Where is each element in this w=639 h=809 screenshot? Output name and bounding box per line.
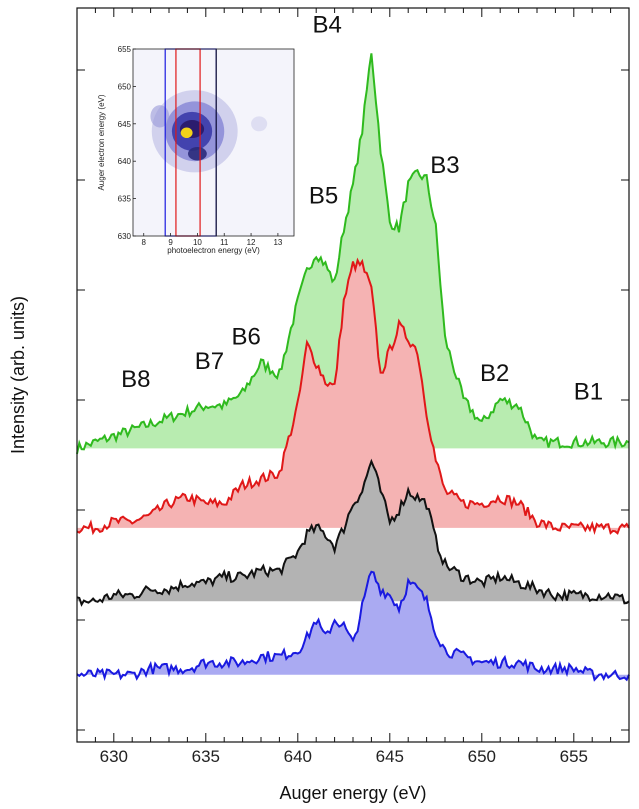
inset-x-tick-label: 10	[193, 238, 202, 247]
heatmap-blob	[251, 116, 268, 132]
series-1-area	[77, 53, 629, 454]
peak-label: B2	[480, 360, 509, 387]
peak-label: B6	[232, 323, 261, 350]
inset-heatmap: 8 9 10 11 12 13 630 635 640 645 650 655 photoelectro…	[97, 45, 295, 255]
inset-x-tick-label: 9	[168, 238, 173, 247]
inset-y-tick-label: 640	[118, 157, 132, 166]
inset-y-tick-label: 635	[118, 195, 132, 204]
x-tick-label: 645	[376, 747, 404, 766]
x-tick-label: 655	[560, 747, 588, 766]
x-tick-label: 630	[100, 747, 128, 766]
series-1-line	[76, 53, 630, 455]
peak-label: B1	[574, 378, 603, 405]
peak-label: B5	[309, 183, 338, 210]
series-3-area	[77, 461, 629, 605]
inset-y-tick-label: 630	[118, 232, 132, 241]
series-2-area	[77, 260, 629, 534]
inset-x-tick-label: 8	[142, 238, 147, 247]
heatmap-blob	[150, 105, 170, 128]
series-4-line	[76, 570, 630, 682]
x-axis-label: Auger energy (eV)	[279, 783, 426, 803]
series-3-line	[76, 458, 630, 607]
inset-y-label: Auger electron energy (eV)	[97, 94, 106, 190]
peak-label: B3	[430, 152, 459, 179]
x-tick-label: 650	[468, 747, 496, 766]
peak-label: B8	[121, 366, 150, 393]
axes-layer: 630 635 640 645 650 655	[76, 8, 630, 766]
inset-x-tick-label: 11	[220, 238, 229, 247]
inset-x-label: photoelectron energy (eV)	[167, 246, 260, 255]
inset-y-tick-label: 645	[118, 120, 132, 129]
heatmap-blob	[188, 146, 207, 161]
peak-label: B4	[313, 11, 342, 38]
inset-y-tick-label: 655	[118, 45, 132, 54]
inset-frame	[132, 48, 295, 237]
series-2-line	[76, 257, 630, 536]
inset-x-tick-label: 13	[273, 238, 282, 247]
x-tick-label: 635	[192, 747, 220, 766]
inset-y-tick-label: 650	[118, 82, 132, 91]
inset-x-tick-label: 12	[247, 238, 256, 247]
series-layer	[76, 53, 630, 682]
heatmap-blob	[180, 127, 193, 139]
y-axis-label: Intensity (arb. units)	[8, 296, 28, 454]
peak-label: B7	[195, 348, 224, 375]
annotation-layer: B8 B7 B6 B5 B4 B3 B2 B1	[121, 11, 603, 405]
series-4-area	[77, 571, 629, 680]
x-tick-label: 640	[284, 747, 312, 766]
